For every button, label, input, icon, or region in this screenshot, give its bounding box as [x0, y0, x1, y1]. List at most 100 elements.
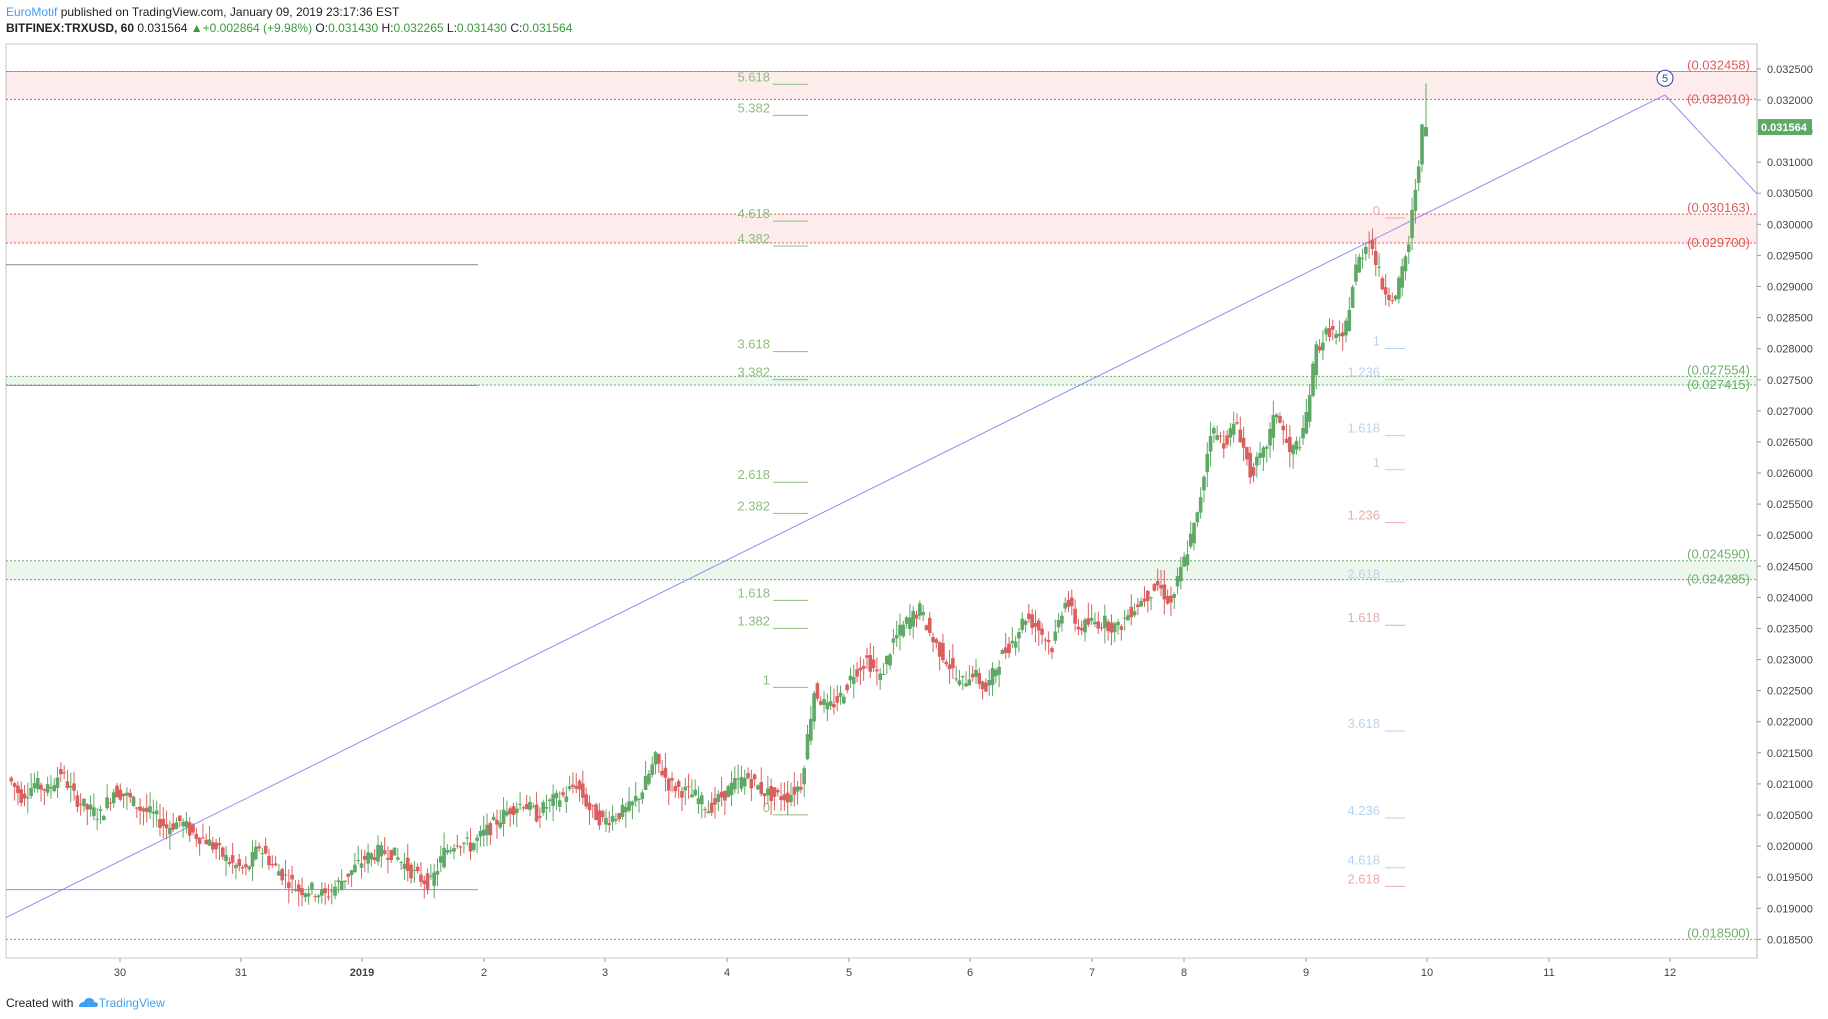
candle-body: [650, 764, 655, 775]
candle-body: [769, 786, 773, 801]
tradingview-brand[interactable]: TradingView: [98, 996, 165, 1010]
candle-body: [121, 793, 126, 797]
candle-body: [1198, 497, 1203, 513]
candle-body: [55, 777, 60, 788]
candle-body: [346, 873, 351, 877]
candle-body: [478, 830, 483, 837]
candle-body: [623, 806, 628, 813]
candle-body: [1030, 614, 1034, 628]
candle-body: [1106, 621, 1110, 632]
candle-body: [835, 696, 840, 703]
fib-ext-label: 1.618: [1347, 421, 1380, 436]
candle-body: [528, 801, 532, 810]
candle-body: [1393, 295, 1398, 300]
candle-body: [1136, 604, 1140, 608]
candle-body: [673, 786, 678, 792]
fib-level-label: 1.382: [737, 613, 770, 628]
candle-body: [643, 776, 648, 790]
candle-body: [287, 882, 291, 889]
candle-body: [594, 804, 598, 821]
y-tick-label: 0.027000: [1767, 406, 1813, 418]
zone-band: [6, 71, 1757, 100]
candle-body: [1373, 250, 1378, 265]
candle-body: [1159, 585, 1163, 589]
candle-body: [409, 864, 413, 879]
candle-body: [941, 642, 945, 661]
zone-top-label: (0.027554): [1687, 362, 1750, 377]
zone-bottom-label: (0.024285): [1687, 572, 1750, 587]
candle-body: [937, 642, 942, 657]
candle-body: [1327, 328, 1332, 338]
candle-body: [1172, 594, 1177, 598]
y-tick-label: 0.030500: [1767, 188, 1813, 200]
candle-body: [931, 637, 935, 643]
candle-body: [1149, 597, 1153, 599]
candle-body: [894, 635, 899, 639]
fib-level-label: 1.618: [737, 585, 770, 600]
y-tick-label: 0.022000: [1767, 717, 1813, 729]
candle-body: [518, 803, 522, 805]
x-tick-label: 30: [114, 967, 126, 979]
low-value: 0.031430: [456, 21, 507, 35]
triangle-up-icon: ▲: [190, 21, 203, 35]
candle-body: [1314, 344, 1319, 376]
candle-body: [303, 893, 308, 898]
candle-body: [855, 669, 859, 677]
candle-body: [144, 807, 149, 812]
candle-body: [323, 888, 327, 894]
y-tick-label: 0.032000: [1767, 95, 1813, 107]
candle-body: [1169, 595, 1173, 603]
candle-body: [812, 693, 816, 722]
y-tick-label: 0.029000: [1767, 281, 1813, 293]
candle-body: [1050, 648, 1054, 653]
candle-body: [296, 884, 301, 892]
candle-body: [52, 785, 57, 792]
candle-body: [600, 811, 605, 818]
candle-body: [168, 827, 172, 835]
candle-body: [752, 774, 757, 780]
candle-body: [918, 603, 922, 616]
y-tick-label: 0.021000: [1767, 779, 1813, 791]
fib-ext-label: 0: [1373, 203, 1380, 218]
candle-body: [587, 802, 592, 811]
candle-body: [736, 778, 740, 780]
candle-body: [194, 833, 199, 840]
candle-body: [108, 802, 113, 804]
candle-body: [1109, 622, 1114, 633]
candle-body: [220, 847, 225, 857]
candle-body: [1397, 277, 1401, 299]
zone-bottom-label: (0.032010): [1687, 91, 1750, 106]
y-tick-label: 0.024500: [1767, 561, 1813, 573]
author-link[interactable]: EuroMotif: [6, 5, 58, 19]
candle-body: [1086, 618, 1091, 625]
candle-body: [26, 797, 30, 799]
fib-ext-label: 4.236: [1347, 803, 1380, 818]
candle-body: [818, 701, 823, 705]
candle-body: [141, 808, 146, 812]
x-tick-label: 6: [967, 967, 973, 979]
candle-body: [1112, 623, 1117, 633]
candle-body: [746, 773, 750, 779]
candle-body: [1003, 647, 1008, 653]
close-value: 0.031564: [522, 21, 573, 35]
x-tick-label: 10: [1421, 967, 1433, 979]
candle-body: [531, 806, 536, 808]
candle-body: [607, 823, 612, 826]
candle-body: [306, 893, 311, 897]
candle-body: [809, 718, 813, 741]
zone-bottom-label: (0.027415): [1687, 377, 1750, 392]
candle-body: [541, 802, 546, 813]
candle-body: [240, 866, 245, 869]
candle-body: [78, 803, 83, 805]
candle-body: [435, 871, 440, 875]
candle-body: [39, 784, 43, 790]
candle-body: [455, 845, 460, 847]
x-tick-label: 9: [1303, 967, 1309, 979]
candle-body: [861, 666, 866, 669]
candle-body: [151, 811, 156, 814]
candle-body: [442, 847, 446, 868]
candle-body: [967, 679, 972, 686]
candle-body: [597, 810, 602, 826]
candle-body: [320, 889, 324, 896]
